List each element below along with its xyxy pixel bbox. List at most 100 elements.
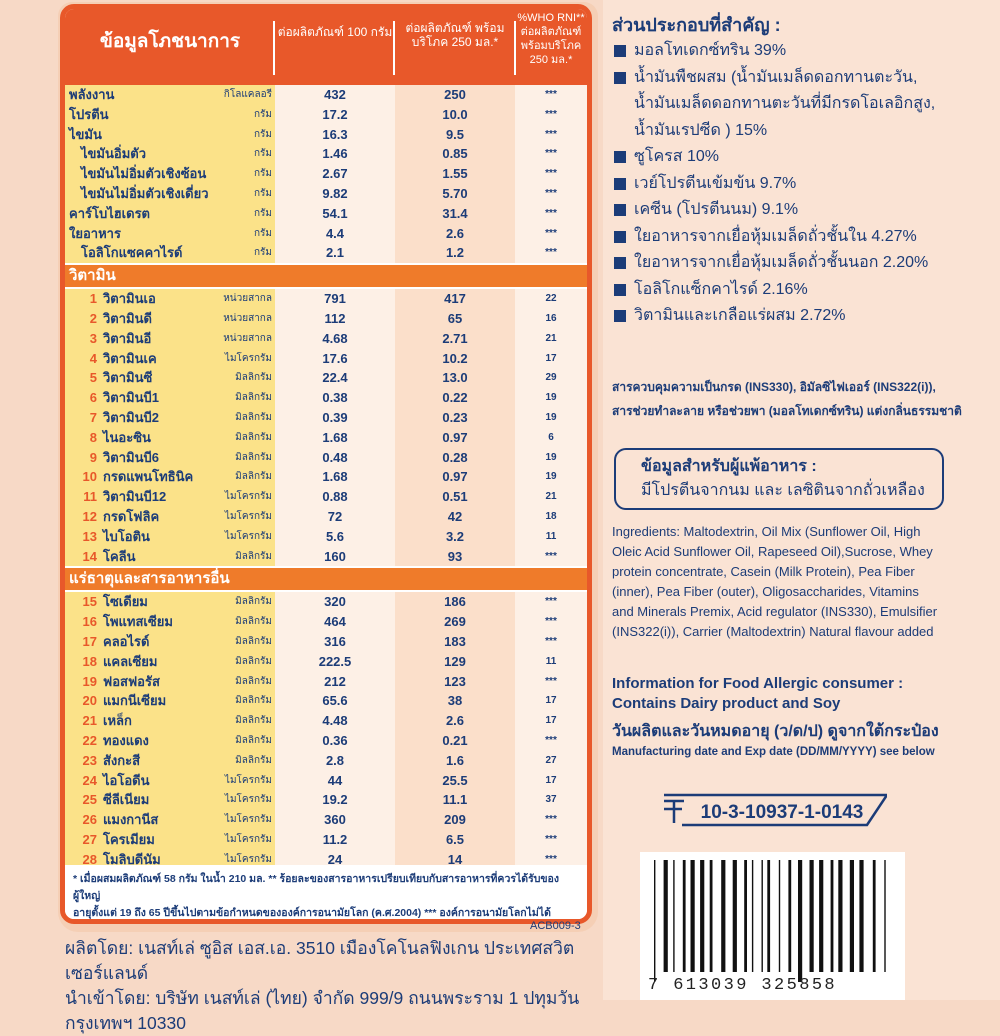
table-row: 26 แมงกานีส ไมโครกรัม 360 209 ***: [65, 810, 587, 830]
key-ingredients-list: มอลโทเดกซ์ทริน 39% น้ำมันพืชผสม (น้ำมันเม…: [612, 38, 992, 330]
nutrient-label: 9 วิตามินบี6 มิลลิกรัม: [65, 447, 275, 468]
value-who-rni: ***: [515, 203, 587, 224]
value-per-serving: 6.5: [395, 829, 515, 850]
nutrient-name: พลังงาน: [69, 87, 115, 102]
nutrient-unit: กรัม: [253, 128, 272, 140]
nutrient-unit: กรัม: [253, 227, 272, 239]
table-row: โปรตีน กรัม 17.2 10.0 ***: [65, 104, 587, 125]
value-per-serving: 93: [395, 546, 515, 567]
barcode-bar: [761, 860, 763, 972]
value-who-rni: ***: [515, 104, 587, 125]
value-per-100g: 1.46: [275, 144, 395, 165]
value-per-100g: 212: [275, 671, 395, 692]
value-per-100g: 17.6: [275, 348, 395, 369]
row-number: 6: [89, 390, 97, 406]
fda-number: 10-3-10937-1-0143: [701, 802, 864, 823]
nutrient-unit: กรัม: [253, 168, 272, 180]
nutrient-name: แมงกานีส: [103, 812, 159, 828]
table-row: ไขมัน กรัม 16.3 9.5 ***: [65, 124, 587, 145]
value-per-100g: 320: [275, 592, 395, 613]
ingredients-en: Ingredients: Maltodextrin, Oil Mix (Sunf…: [612, 524, 938, 639]
barcode-bar: [767, 860, 771, 972]
value-per-100g: 0.48: [275, 447, 395, 468]
nutrient-label: ไขมันอิ่มตัว กรัม: [65, 144, 275, 165]
nutrient-unit: ไมโครกรัม: [224, 794, 272, 806]
value-per-serving: 0.51: [395, 487, 515, 507]
value-who-rni: 21: [515, 328, 587, 349]
table-row: 27 โครเมียม ไมโครกรัม 11.2 6.5 ***: [65, 829, 587, 850]
barcode-bar: [788, 860, 792, 972]
value-who-rni: 16: [515, 308, 587, 329]
nutrient-unit: กรัม: [253, 148, 272, 160]
value-per-serving: 9.5: [395, 124, 515, 145]
nutrient-label: 23 สังกะสี มิลลิกรัม: [65, 750, 275, 771]
row-number: 23: [82, 752, 97, 768]
nutrient-label: 11 วิตามินบี12 ไมโครกรัม: [65, 487, 275, 507]
table-row: พลังงาน กิโลแคลอรี 432 250 ***: [65, 85, 587, 105]
value-per-serving: 1.2: [395, 243, 515, 264]
nutrient-name: วิตามินบี6: [103, 449, 159, 465]
nutrient-name: โคลีน: [103, 548, 136, 564]
table-row: 22 ทองแดง มิลลิกรัม 0.36 0.21 ***: [65, 730, 587, 751]
table-row: 5 วิตามินซี มิลลิกรัม 22.4 13.0 29: [65, 368, 587, 389]
barcode-bar: [663, 860, 668, 972]
allergic-info-title: Information for Food Allergic consumer :: [612, 675, 904, 692]
nutrient-label: 27 โครเมียม ไมโครกรัม: [65, 829, 275, 850]
value-per-100g: 360: [275, 810, 395, 830]
table-row: 15 โซเดียม มิลลิกรัม 320 186 ***: [65, 592, 587, 613]
label-code: ACB009-3: [530, 920, 581, 932]
value-per-serving: 183: [395, 631, 515, 652]
value-per-serving: 5.70: [395, 183, 515, 204]
nutrient-label: ไขมัน กรัม: [65, 124, 275, 145]
table-body: พลังงาน กิโลแคลอรี 432 250 *** โปรตีน กรัม 17.2…: [65, 85, 587, 870]
key-ingredient-item: โอลิโกแซ็กคาไรด์ 2.16%: [612, 277, 992, 304]
table-row: 4 วิตามินเค ไมโครกรัม 17.6 10.2 17: [65, 348, 587, 369]
barcode-number: 7 613039 325858: [648, 976, 838, 995]
additives: สารควบคุมความเป็นกรด (INS330), อิมัลซิไฟ…: [612, 375, 992, 423]
table-header: ข้อมูลโภชนาการ ต่อผลิตภัณฑ์ 100 กรัม ต่อ…: [65, 9, 587, 85]
key-ingredients-title: ส่วนประกอบที่สำคัญ :: [612, 15, 781, 35]
nutrient-label: 17 คลอไรด์ มิลลิกรัม: [65, 631, 275, 652]
barcode: 7 613039 325858: [640, 852, 905, 1000]
nutrient-unit: ไมโครกรัม: [224, 530, 272, 542]
value-who-rni: 27: [515, 750, 587, 771]
nutrient-label: ไขมันไม่อิ่มตัวเชิงซ้อน กรัม: [65, 164, 275, 184]
nutrient-unit: ไมโครกรัม: [224, 774, 272, 786]
table-row: 17 คลอไรด์ มิลลิกรัม 316 183 ***: [65, 631, 587, 652]
nutrient-unit: มิลลิกรัม: [235, 372, 272, 384]
value-per-100g: 5.6: [275, 526, 395, 547]
value-per-100g: 432: [275, 85, 395, 105]
nutrient-unit: มิลลิกรัม: [235, 715, 272, 727]
value-per-100g: 1.68: [275, 467, 395, 488]
nutrient-label: 2 วิตามินดี หน่วยสากล: [65, 308, 275, 329]
barcode-bar: [778, 860, 781, 972]
value-who-rni: 11: [515, 651, 587, 672]
nutrient-label: 4 วิตามินเค ไมโครกรัม: [65, 348, 275, 369]
row-number: 1: [89, 291, 97, 307]
value-who-rni: ***: [515, 124, 587, 145]
table-row: 2 วิตามินดี หน่วยสากล 112 65 16: [65, 308, 587, 329]
table-row: 6 วิตามินบี1 มิลลิกรัม 0.38 0.22 19: [65, 388, 587, 408]
key-ingredient-item: มอลโทเดกซ์ทริน 39%: [612, 38, 992, 65]
key-ingredient-item: น้ำมันพืชผสม (น้ำมันเมล็ดดอกทานตะวัน,: [612, 65, 992, 92]
table-title: ข้อมูลโภชนาการ: [99, 31, 241, 52]
nutrient-label: 24 ไอโอดีน ไมโครกรัม: [65, 770, 275, 791]
barcode-bar: [732, 860, 737, 972]
date-info-en: Manufacturing date and Exp date (DD/MM/Y…: [612, 746, 935, 758]
value-per-100g: 112: [275, 308, 395, 329]
nutrient-name: วิตามินบี2: [103, 409, 159, 425]
value-who-rni: ***: [515, 183, 587, 204]
nutrient-name: ไบโอติน: [103, 528, 150, 544]
nutrient-label: 7 วิตามินบี2 มิลลิกรัม: [65, 407, 275, 428]
value-who-rni: 18: [515, 506, 587, 527]
nutrient-name: วิตามินเค: [103, 350, 157, 366]
nutrient-unit: กิโลแคลอรี: [223, 89, 272, 100]
value-who-rni: ***: [515, 546, 587, 567]
value-who-rni: ***: [515, 671, 587, 692]
barcode-bar: [690, 860, 695, 972]
footnote-line-1: * เมื่อผสมผลิตภัณฑ์ 58 กรัม ในน้ำ 210 มล…: [73, 873, 559, 902]
nutrient-unit: ไมโครกรัม: [224, 814, 272, 826]
nutrient-name: วิตามินบี12: [103, 489, 167, 505]
value-per-100g: 44: [275, 770, 395, 791]
barcode-bar: [849, 860, 854, 972]
